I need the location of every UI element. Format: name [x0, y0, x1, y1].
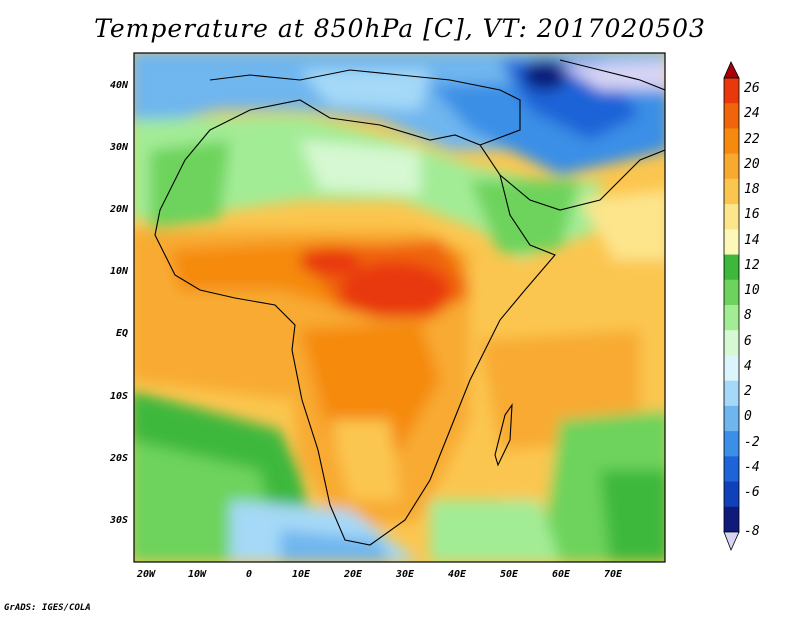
- colorbar-label: 4: [744, 359, 752, 374]
- colorbar-segment: [724, 481, 739, 508]
- colorbar-segment: [724, 405, 739, 432]
- lon-label: 0: [246, 569, 252, 580]
- lon-label: 40E: [448, 569, 467, 580]
- lon-label: 20E: [343, 569, 363, 580]
- colorbar-segment: [724, 506, 739, 533]
- colorbar-label: 2: [744, 384, 752, 399]
- lat-label: 10N: [110, 266, 129, 277]
- colorbar-label: 10: [744, 283, 760, 298]
- colorbar-segment: [724, 204, 739, 230]
- colorbar-segment: [724, 78, 739, 104]
- coastlines: [154, 59, 665, 546]
- colorbar-label: -4: [744, 460, 760, 475]
- colorbar-label: 8: [744, 308, 752, 323]
- colorbar-segment: [724, 128, 739, 155]
- colorbar-segment: [724, 330, 739, 356]
- colorbar-label: -8: [744, 524, 760, 539]
- colorbar-segment: [724, 254, 739, 281]
- lon-label: 70E: [604, 569, 623, 580]
- lat-label: 20N: [109, 204, 129, 215]
- lon-label: 20W: [136, 569, 156, 580]
- colorbar-labels: 26 24 22 20 18 16 14 12 10 8 6 4 2 0 -2 …: [744, 81, 760, 539]
- lat-label: 20S: [109, 453, 128, 464]
- colorbar-label: 24: [744, 106, 760, 121]
- colorbar-segment: [724, 103, 739, 129]
- colorbar-segment: [724, 355, 739, 382]
- lon-label: 10E: [292, 569, 311, 580]
- plot-frame: [133, 52, 666, 563]
- colorbar-bottom-arrow: [723, 531, 740, 552]
- lat-label: EQ: [116, 328, 128, 339]
- colorbar-label: 26: [744, 81, 760, 96]
- lat-label: 30S: [109, 515, 128, 526]
- colorbar-label: 22: [744, 132, 760, 147]
- colorbar-segment: [724, 380, 739, 407]
- colorbar-segment: [724, 153, 739, 180]
- lat-label: 30N: [109, 142, 129, 153]
- colorbar-label: 20: [744, 157, 760, 172]
- lon-label: 60E: [552, 569, 571, 580]
- longitude-labels: 20W 10W 0 10E 20E 30E 40E 50E 60E 70E: [136, 569, 623, 580]
- latitude-labels: 40N 30N 20N 10N EQ 10S 20S 30S: [109, 80, 129, 526]
- map-title: Temperature at 850hPa [C], VT: 201702050…: [94, 14, 706, 43]
- colorbar: 26 24 22 20 18 16 14 12 10 8 6 4 2 0 -2 …: [723, 61, 760, 552]
- colorbar-label: 0: [744, 409, 752, 424]
- colorbar-label: 14: [744, 233, 760, 248]
- colorbar-label: 16: [744, 207, 760, 222]
- colorbar-segment: [724, 279, 739, 306]
- colorbar-segment: [724, 305, 739, 331]
- colorbar-label: -2: [744, 435, 760, 450]
- colorbar-segment: [724, 229, 739, 256]
- lat-label: 40N: [110, 80, 129, 91]
- lat-label: 10S: [110, 391, 128, 402]
- lon-label: 30E: [395, 569, 415, 580]
- temperature-field: [134, 53, 665, 562]
- grads-credit: GrADS: IGES/COLA: [4, 603, 91, 613]
- colorbar-label: 18: [744, 182, 760, 197]
- colorbar-segment: [724, 456, 739, 483]
- colorbar-label: -6: [744, 485, 760, 500]
- colorbar-label: 12: [744, 258, 760, 273]
- colorbar-label: 6: [744, 334, 752, 349]
- colorbar-segment: [724, 431, 739, 457]
- lon-label: 10W: [188, 569, 207, 580]
- colorbar-segment: [724, 178, 739, 205]
- lon-label: 50E: [500, 569, 519, 580]
- colorbar-top-arrow: [723, 61, 740, 79]
